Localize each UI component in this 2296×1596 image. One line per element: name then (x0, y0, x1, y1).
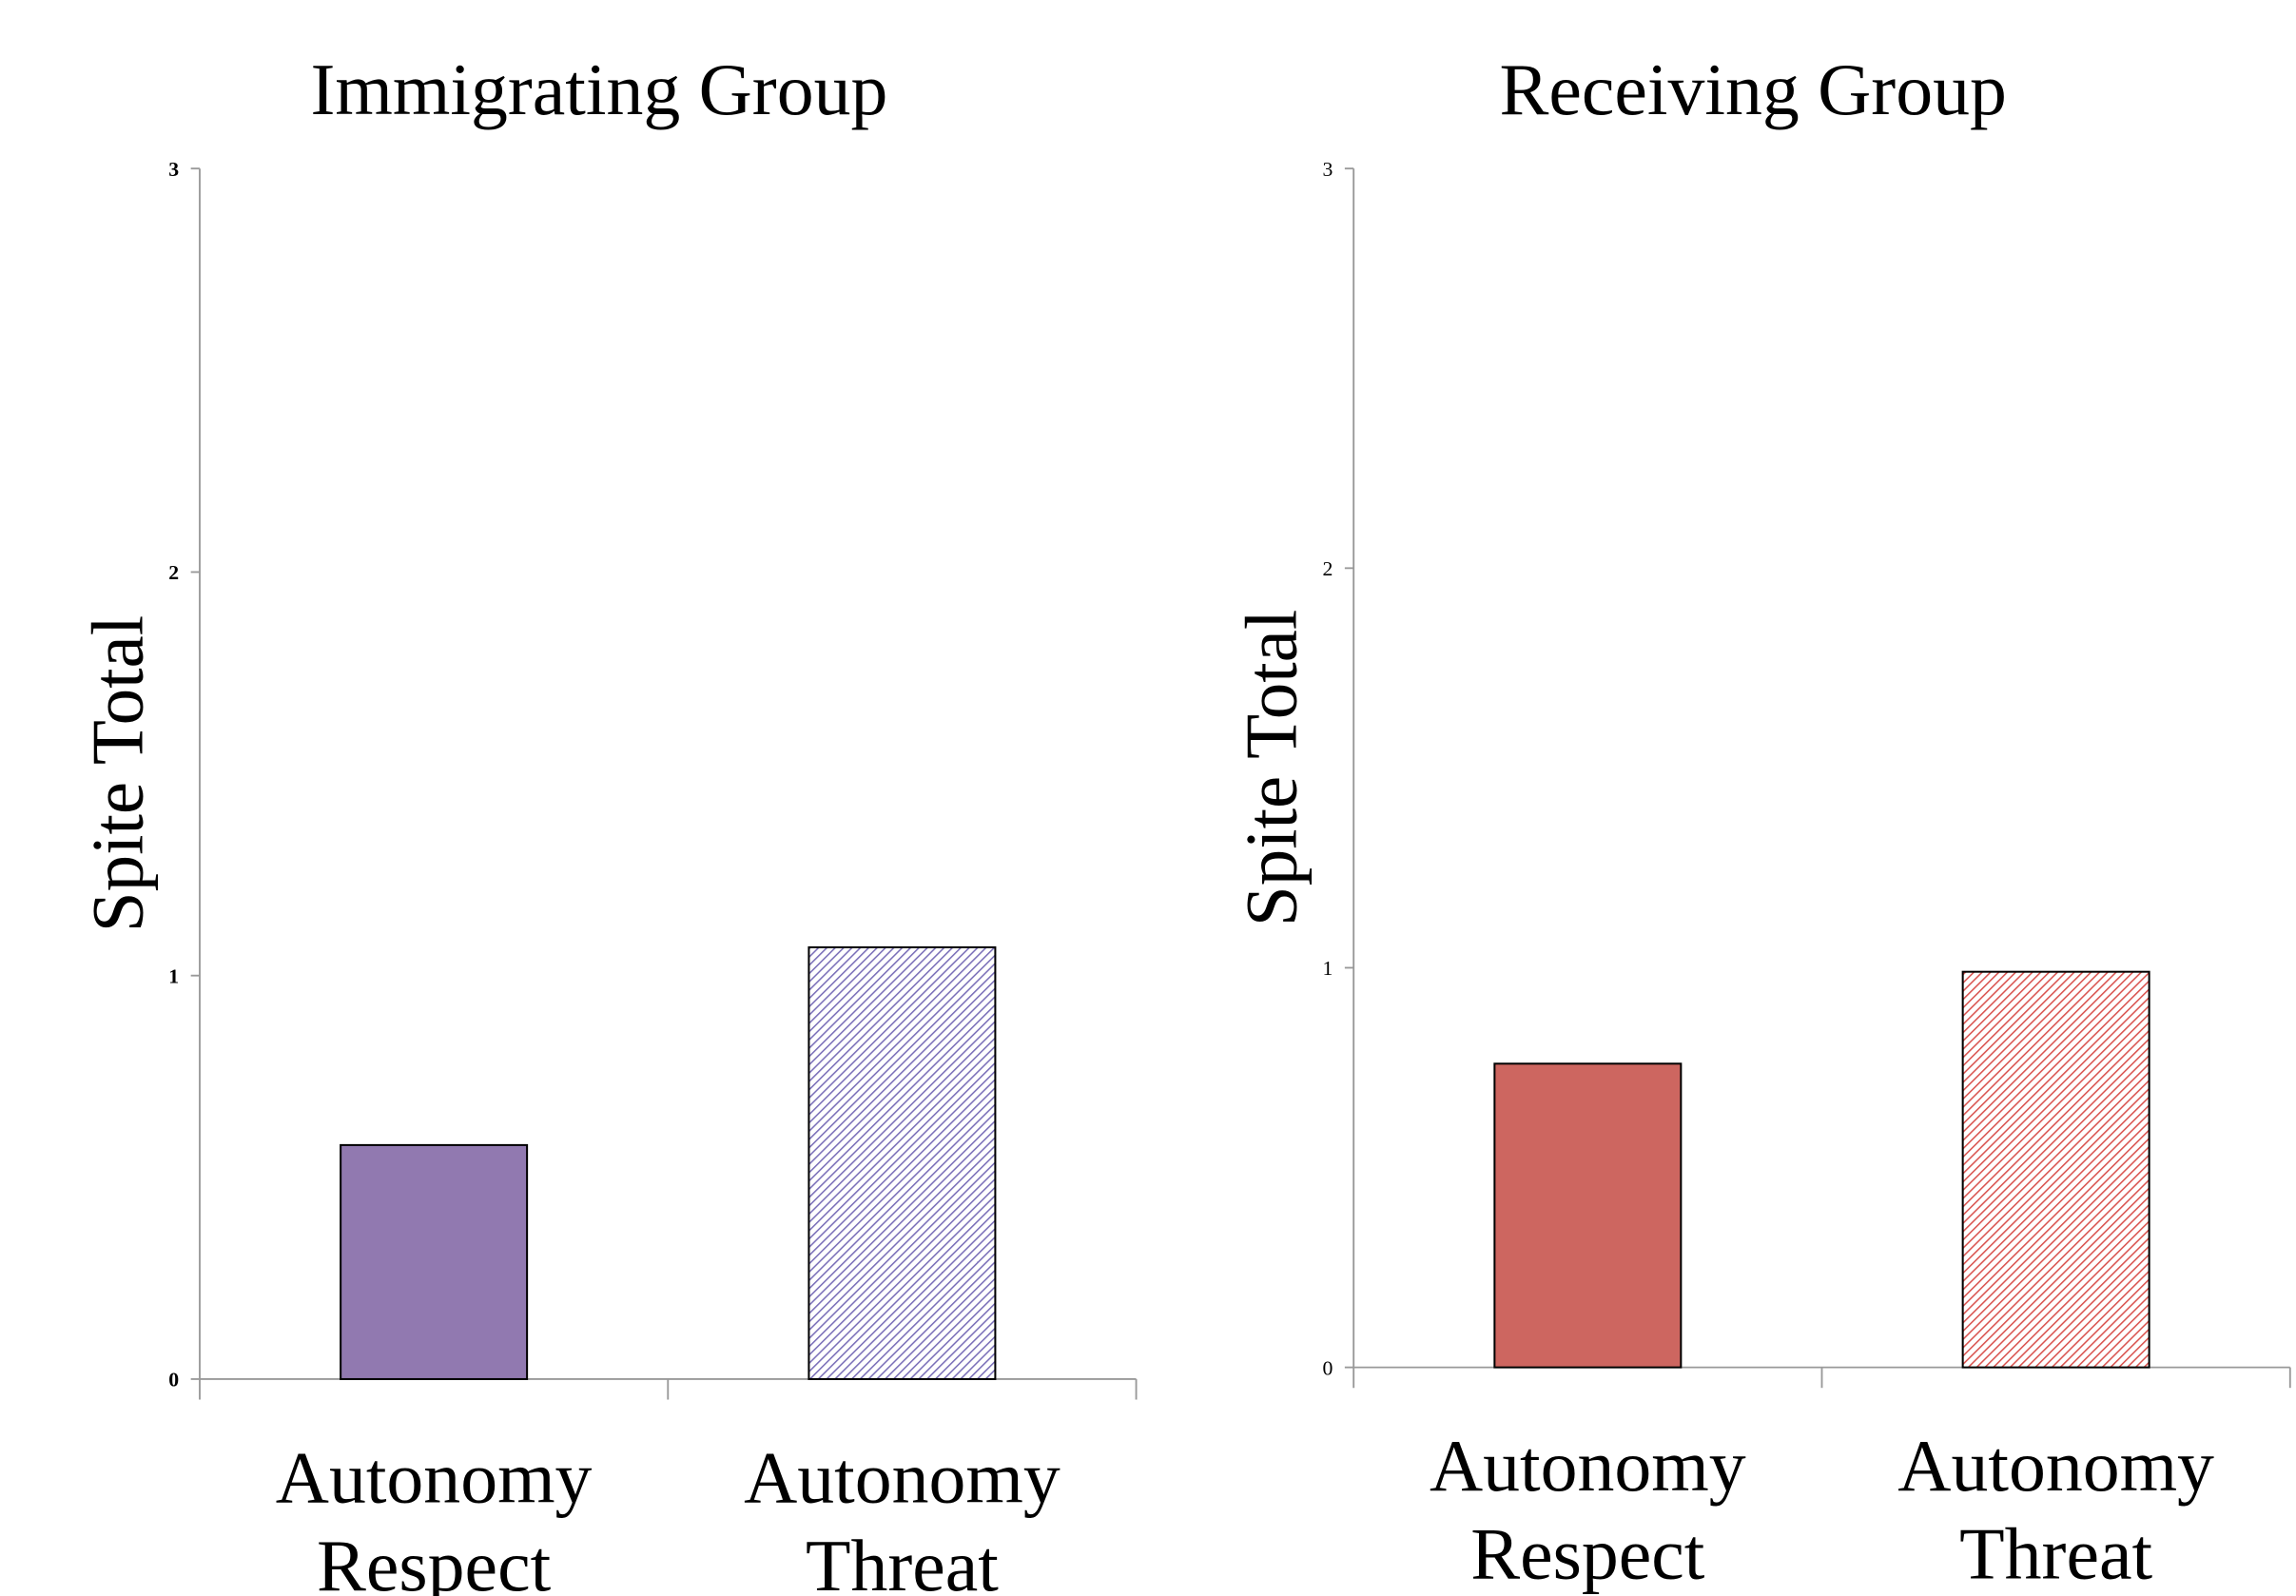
y-tick-label: 2 (168, 561, 179, 584)
bar (807, 946, 997, 1380)
label-line: Respect (317, 1525, 552, 1596)
bar (1961, 970, 2150, 1369)
x-tick-label: Autonomy Respect (276, 1437, 593, 1596)
label-line: Autonomy (276, 1437, 593, 1519)
y-tick-label: 3 (1323, 158, 1333, 181)
y-axis-label: Spite Total (1230, 610, 1312, 926)
bar (340, 1143, 529, 1380)
y-axis-label: Spite Total (76, 615, 158, 932)
y-tick-label: 3 (168, 158, 179, 181)
y-tick-label: 0 (1323, 1356, 1333, 1379)
label-line: Autonomy (744, 1437, 1060, 1519)
x-tick-label: Autonomy Threat (1897, 1425, 2214, 1594)
label-line: Autonomy (1430, 1425, 1746, 1507)
label-line: Threat (1959, 1513, 2152, 1595)
x-tick-label: Autonomy Threat (744, 1437, 1060, 1596)
label-line: Autonomy (1897, 1425, 2214, 1507)
y-tick-label: 0 (168, 1369, 179, 1392)
chart-title: Receiving Group (1499, 49, 2006, 131)
chart-title: Immigrating Group (311, 49, 888, 131)
y-tick-label: 1 (1323, 957, 1333, 980)
y-tick-label: 2 (1323, 557, 1333, 580)
y-tick-label: 1 (168, 964, 179, 987)
label-line: Threat (806, 1525, 999, 1596)
bar (1493, 1062, 1683, 1369)
label-line: Respect (1470, 1513, 1705, 1595)
x-tick-label: Autonomy Respect (1430, 1425, 1746, 1594)
